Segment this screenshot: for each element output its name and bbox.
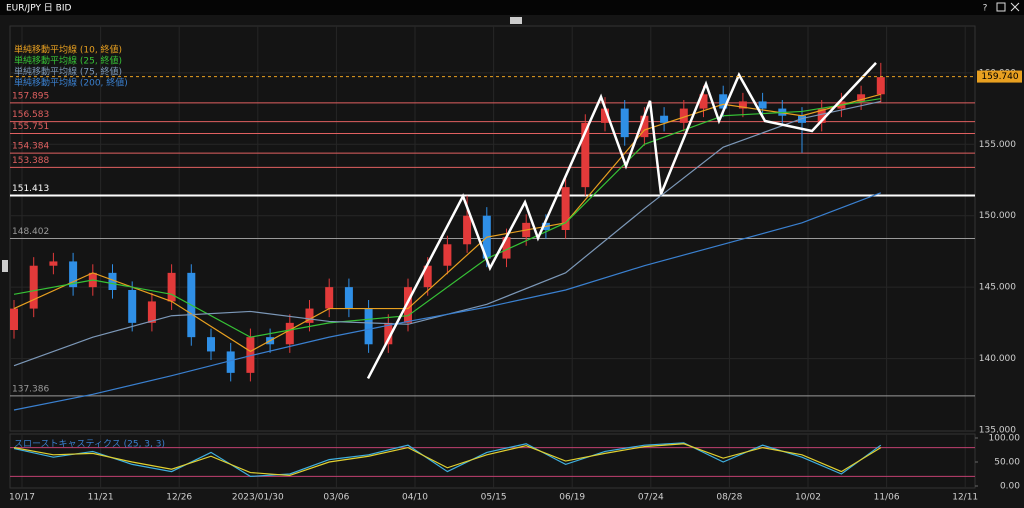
- candle-body: [857, 94, 866, 102]
- title-bar: [0, 0, 1024, 15]
- candle-body: [128, 290, 137, 323]
- x-tick-label: 11/06: [874, 493, 900, 503]
- candle-body: [699, 94, 708, 109]
- candle-body: [285, 322, 294, 345]
- candle-body: [325, 287, 334, 309]
- close-button[interactable]: [1010, 2, 1020, 12]
- moving-average: [13, 192, 882, 411]
- legend-entry: 単純移動平均線 (200, 終値): [14, 77, 128, 89]
- candle-body: [798, 115, 806, 123]
- candle-body: [640, 115, 649, 138]
- y-tick-label: 155.000: [979, 140, 1016, 150]
- x-tick-label: 12/11: [952, 493, 978, 503]
- y-tick-label: 100.00: [989, 434, 1021, 444]
- candle-body: [620, 108, 629, 138]
- level-label: 155.751: [12, 122, 49, 132]
- collapse-handle[interactable]: [510, 17, 522, 24]
- y-tick-label: 135.000: [979, 426, 1016, 436]
- level-label: 153.388: [12, 156, 49, 166]
- x-tick-label: 05/15: [481, 493, 507, 503]
- candle-body: [305, 308, 314, 323]
- candle-body: [601, 108, 609, 123]
- help-button[interactable]: ?: [983, 4, 988, 14]
- candle-body: [719, 94, 728, 109]
- candle-body: [167, 272, 176, 302]
- level-label: 156.583: [12, 110, 49, 120]
- level-label: 137.386: [12, 384, 49, 394]
- main-panel: [9, 25, 976, 432]
- y-tick-label: 0.00: [1000, 482, 1020, 492]
- candle-body: [502, 237, 511, 259]
- y-tick-label: 140.000: [979, 354, 1016, 364]
- maximize-button[interactable]: [996, 2, 1006, 12]
- stochastic-line: [13, 443, 882, 477]
- candle-body: [443, 244, 452, 266]
- x-tick-label: 2023/01/30: [232, 493, 284, 503]
- zigzag-annotation: [366, 62, 877, 380]
- y-tick-label: 145.000: [979, 283, 1016, 293]
- legend-entry: 単純移動平均線 (25, 終値): [14, 55, 122, 67]
- candle-body: [147, 301, 156, 323]
- candle-body: [364, 308, 373, 345]
- stochastic-line: [13, 442, 882, 478]
- stochastic-title: スローストキャスティクス (25, 3, 3): [14, 439, 165, 450]
- last-price-tag: [977, 70, 1022, 83]
- stochastic-panel: [9, 433, 976, 489]
- candle-body: [581, 122, 590, 188]
- candle-body: [679, 108, 688, 123]
- x-tick-label: 04/10: [402, 493, 428, 503]
- x-tick-label: 10/02: [795, 493, 821, 503]
- level-label: 151.413: [12, 184, 49, 194]
- candle-body: [246, 337, 255, 373]
- candle-body: [69, 261, 78, 288]
- candle-body: [817, 108, 826, 123]
- candle-body: [660, 115, 669, 123]
- x-tick-label: 08/28: [716, 493, 742, 503]
- x-tick-label: 12/26: [166, 493, 192, 503]
- candle-body: [29, 265, 38, 309]
- level-label: 157.895: [12, 91, 49, 101]
- last-price-label: 159.740: [981, 72, 1018, 82]
- level-label: 148.402: [12, 227, 49, 237]
- x-tick-label: 10/17: [9, 493, 35, 503]
- candle-body: [423, 265, 432, 288]
- candle-body: [876, 77, 885, 95]
- x-tick-label: 03/06: [323, 493, 349, 503]
- candle-body: [226, 351, 235, 373]
- candle-body: [384, 322, 393, 345]
- y-tick-label: 150.000: [979, 211, 1016, 221]
- candle-body: [404, 287, 412, 323]
- legend-entry: 単純移動平均線 (75, 終値): [14, 66, 122, 78]
- candle-body: [108, 272, 117, 290]
- candle-body: [561, 187, 570, 230]
- candle-body: [463, 215, 472, 245]
- side-handle[interactable]: [2, 260, 8, 272]
- legend-entry: 単純移動平均線 (10, 終値): [14, 44, 122, 56]
- candle-body: [10, 308, 18, 330]
- candle-body: [344, 287, 353, 309]
- candle-body: [49, 261, 58, 266]
- candle-body: [207, 337, 215, 352]
- window-title: EUR/JPY 日 BID: [6, 3, 71, 14]
- x-tick-label: 07/24: [638, 493, 664, 503]
- moving-average: [13, 93, 881, 353]
- candle-body: [738, 101, 747, 109]
- moving-average: [13, 97, 881, 338]
- x-tick-label: 11/21: [88, 493, 114, 503]
- candle-body: [758, 101, 767, 109]
- y-tick-label: 50.00: [994, 458, 1020, 468]
- x-tick-label: 06/19: [559, 493, 585, 503]
- level-label: 154.384: [12, 142, 49, 152]
